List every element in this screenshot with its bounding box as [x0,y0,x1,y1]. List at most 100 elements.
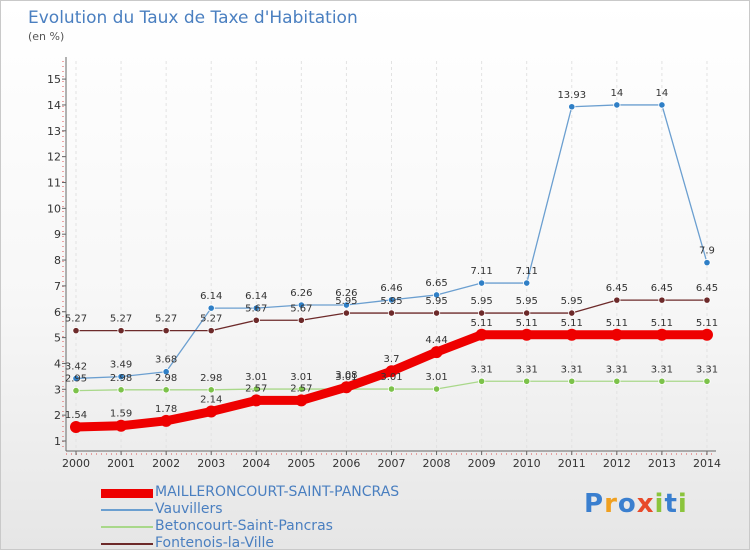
logo-letter: i [677,489,688,519]
data-label-mailleroncourt-saint-pancras: 2.14 [200,395,222,406]
y-tick-label: 2 [54,409,61,422]
data-point-betoncourt-saint-pancras [658,377,666,385]
logo-letter: o [617,489,637,519]
data-label-vauvillers: 6.14 [200,291,222,302]
y-tick-label: 5 [54,332,61,345]
data-label-mailleroncourt-saint-pancras: 1.54 [65,410,87,421]
data-label-betoncourt-saint-pancras: 3.01 [425,372,447,383]
data-point-betoncourt-saint-pancras [613,377,621,385]
data-point-mailleroncourt-saint-pancras [520,328,533,341]
y-tick-label: 8 [54,254,61,267]
data-point-mailleroncourt-saint-pancras [250,394,263,407]
data-point-fontenois-la-ville [252,316,260,324]
y-tick-label: 6 [54,306,61,319]
data-point-mailleroncourt-saint-pancras [430,346,443,359]
x-tick-label: 2014 [693,457,721,470]
data-label-fontenois-la-ville: 5.95 [380,296,402,307]
data-label-betoncourt-saint-pancras: 3.31 [561,364,583,375]
x-tick-label: 2000 [62,457,90,470]
data-point-mailleroncourt-saint-pancras [160,414,173,427]
data-label-vauvillers: 14 [610,88,623,99]
x-tick-label: 2011 [558,457,586,470]
data-label-betoncourt-saint-pancras: 3.01 [290,372,312,383]
data-label-mailleroncourt-saint-pancras: 1.59 [110,409,132,420]
data-point-betoncourt-saint-pancras [297,385,305,393]
proxiti-logo: Proxiti [584,489,688,519]
data-point-fontenois-la-ville [523,309,531,317]
data-point-vauvillers [297,301,305,309]
legend-swatch [101,509,153,511]
data-point-fontenois-la-ville [568,309,576,317]
data-point-vauvillers [478,279,486,287]
data-point-fontenois-la-ville [432,309,441,317]
logo-letter: P [584,489,605,519]
legend-swatch [101,488,153,498]
data-point-vauvillers [658,101,666,109]
data-label-layer: 3.42 3.49 3.68 6.14 6.14 6.26 6.26 6.46 6.65 7.11… [65,88,718,421]
data-point-mailleroncourt-saint-pancras [655,328,668,341]
logo-letter: x [636,489,655,519]
data-label-mailleroncourt-saint-pancras: 1.78 [155,404,177,415]
data-label-vauvillers: 6.46 [380,283,402,294]
data-point-vauvillers [568,103,576,111]
data-point-betoncourt-saint-pancras [478,377,486,385]
x-tick-label: 2002 [152,457,180,470]
data-point-mailleroncourt-saint-pancras [385,365,398,378]
data-label-betoncourt-saint-pancras: 3.31 [606,364,628,375]
legend-label: MAILLERONCOURT-SAINT-PANCRAS [155,484,400,500]
data-point-vauvillers [252,304,260,312]
unit-label: (en %) [28,30,65,43]
y-tick-label: 4 [54,357,61,370]
data-label-vauvillers: 6.26 [335,288,357,299]
data-point-betoncourt-saint-pancras [252,385,260,393]
data-label-fontenois-la-ville: 6.45 [696,283,718,294]
data-label-betoncourt-saint-pancras: 3.31 [651,364,673,375]
y-tick-label: 12 [47,151,61,164]
data-label-fontenois-la-ville: 5.27 [200,314,222,325]
data-point-betoncourt-saint-pancras [72,386,80,395]
data-point-mailleroncourt-saint-pancras [700,328,713,341]
data-label-fontenois-la-ville: 5.95 [516,296,538,307]
x-tick-label: 2009 [468,457,496,470]
data-point-fontenois-la-ville [117,327,125,335]
data-point-mailleroncourt-saint-pancras [565,328,578,341]
data-label-fontenois-la-ville: 5.27 [155,314,177,325]
y-tick-label: 11 [47,177,61,190]
data-point-fontenois-la-ville [342,309,351,317]
y-tick-label: 7 [54,280,61,293]
data-label-mailleroncourt-saint-pancras: 5.11 [561,318,583,329]
x-tick-label: 2010 [513,457,541,470]
data-point-mailleroncourt-saint-pancras [115,419,128,432]
chart-title: Evolution du Taux de Taxe d'Habitation [28,8,358,28]
data-label-mailleroncourt-saint-pancras: 2.57 [290,383,312,394]
data-point-betoncourt-saint-pancras [523,377,531,385]
data-label-vauvillers: 6.14 [245,291,267,302]
data-label-vauvillers: 7.11 [516,266,538,277]
data-label-vauvillers: 13.93 [557,90,586,101]
data-label-fontenois-la-ville: 5.27 [110,314,132,325]
legend-label: Vauvillers [155,501,223,517]
data-point-betoncourt-saint-pancras [387,385,396,393]
y-tick-label: 9 [54,228,61,241]
data-label-fontenois-la-ville: 5.95 [561,296,583,307]
legend-label: Betoncourt-Saint-Pancras [155,518,333,534]
data-label-vauvillers: 6.26 [290,288,312,299]
data-label-betoncourt-saint-pancras: 2.98 [110,373,132,384]
data-point-vauvillers [162,368,170,376]
data-point-vauvillers [523,279,531,287]
data-point-betoncourt-saint-pancras [703,377,711,385]
y-tick-label: 1 [54,435,61,448]
data-point-fontenois-la-ville [387,309,396,317]
y-tick-label: 13 [47,125,61,138]
data-point-vauvillers [387,296,396,304]
x-tick-label: 2005 [287,457,315,470]
data-point-vauvillers [432,291,441,299]
data-point-mailleroncourt-saint-pancras [70,421,82,434]
data-label-fontenois-la-ville: 5.27 [65,314,87,325]
logo-letter: i [654,489,665,519]
data-label-betoncourt-saint-pancras: 2.98 [155,373,177,384]
data-label-vauvillers: 14 [656,88,669,99]
legend-label: Fontenois-la-Ville [155,535,275,551]
